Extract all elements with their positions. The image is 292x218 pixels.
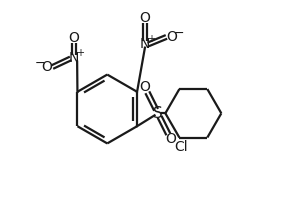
Text: O: O: [41, 60, 53, 74]
Text: O: O: [165, 132, 176, 146]
Text: O: O: [140, 10, 150, 25]
Text: Cl: Cl: [175, 140, 188, 154]
Text: O: O: [68, 31, 79, 45]
Text: O: O: [166, 30, 177, 44]
Text: −: −: [174, 27, 184, 40]
Text: −: −: [35, 57, 45, 70]
Text: +: +: [76, 48, 84, 58]
Text: +: +: [147, 34, 155, 44]
Text: N: N: [69, 51, 79, 65]
Text: N: N: [140, 37, 150, 51]
Text: S: S: [153, 106, 163, 121]
Text: O: O: [140, 80, 150, 94]
